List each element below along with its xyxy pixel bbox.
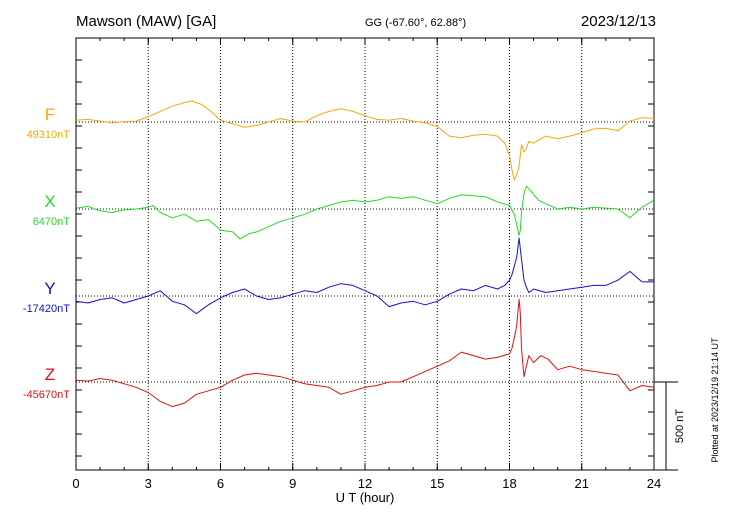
scale-bar: 500 nT [654, 381, 686, 471]
plot-date: 2023/12/13 [581, 13, 656, 30]
series-name-y: Y [44, 279, 55, 298]
grid [147, 38, 583, 470]
station-title: Mawson (MAW) [GA] [76, 13, 216, 30]
x-tick-label: 12 [358, 476, 372, 491]
series-lines [75, 100, 655, 408]
series-line-x [75, 185, 655, 240]
x-tick-labels: 0 3 6 9 12 15 18 21 24 [72, 476, 661, 491]
plotted-timestamp: Plotted at 2023/12/19 21:14 UT [710, 337, 720, 463]
x-tick-label: 24 [647, 476, 661, 491]
x-tick-label: 15 [430, 476, 444, 491]
scale-bar-label: 500 nT [674, 409, 686, 444]
x-tick-label: 21 [575, 476, 589, 491]
x-axis-label: U T (hour) [336, 490, 395, 505]
series-labels: F 49310nT X 6470nT Y -17420nT Z -45670nT [23, 105, 70, 401]
series-baseline-label-z: -45670nT [23, 389, 70, 401]
series-baseline-label-y: -17420nT [23, 303, 70, 315]
series-line-y [75, 237, 654, 315]
series-name-f: F [45, 105, 55, 124]
x-tick-label: 6 [217, 476, 224, 491]
series-baselines [76, 121, 654, 383]
station-coordinates: GG (-67.60°, 62.88°) [365, 17, 466, 29]
series-name-z: Z [45, 365, 55, 384]
x-tick-label: 0 [72, 476, 79, 491]
series-baseline-label-f: 49310nT [27, 129, 71, 141]
x-tick-label: 9 [289, 476, 296, 491]
series-name-x: X [44, 192, 55, 211]
series-baseline-label-x: 6470nT [33, 216, 71, 228]
x-tick-label: 3 [145, 476, 152, 491]
series-line-z [75, 298, 655, 408]
x-tick-label: 18 [502, 476, 516, 491]
series-line-f [75, 100, 655, 181]
